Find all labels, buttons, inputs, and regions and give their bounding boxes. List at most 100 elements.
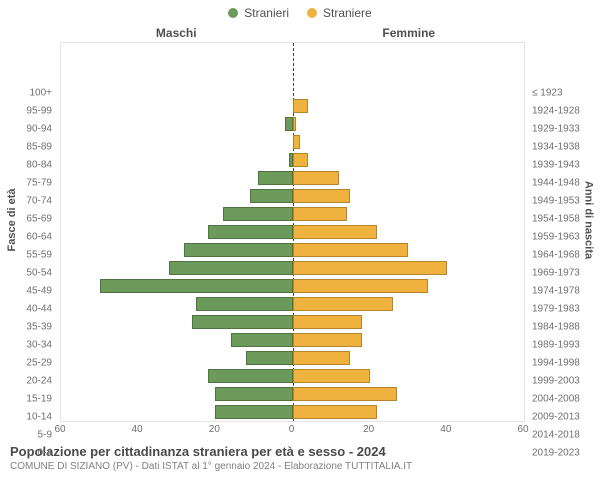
y-axis-title-left: Fasce di età [6, 189, 18, 252]
x-tick: 0 [289, 424, 295, 435]
age-label: 5-9 [38, 430, 52, 441]
bar-female [293, 387, 397, 402]
legend: Stranieri Straniere [0, 0, 600, 20]
bar-male [258, 171, 293, 186]
header-male: Maschi [60, 26, 293, 40]
age-label: 75-79 [26, 178, 52, 189]
age-label: 60-64 [26, 232, 52, 243]
bar-male [215, 405, 292, 420]
birth-year-label: 2009-2013 [532, 412, 580, 423]
age-label: 40-44 [26, 304, 52, 315]
birth-year-label: 1999-2003 [532, 376, 580, 387]
age-label: 10-14 [26, 412, 52, 423]
birth-year-label: 1954-1958 [532, 214, 580, 225]
bar-female [293, 243, 409, 258]
birth-year-label: 1924-1928 [532, 106, 580, 117]
age-label: 45-49 [26, 286, 52, 297]
bar-female [293, 117, 297, 132]
bar-male [250, 189, 292, 204]
birth-year-label: 2004-2008 [532, 394, 580, 405]
birth-year-label: 1989-1993 [532, 340, 580, 351]
bar-female [293, 315, 362, 330]
age-label: 30-34 [26, 340, 52, 351]
birth-year-label: 2014-2018 [532, 430, 580, 441]
bar-female [293, 279, 428, 294]
birth-year-label: 1939-1943 [532, 160, 580, 171]
birth-year-label: 1949-1953 [532, 196, 580, 207]
bar-female [293, 333, 362, 348]
bar-male [223, 207, 292, 222]
chart-title: Popolazione per cittadinanza straniera p… [10, 444, 590, 459]
birth-year-label: 1964-1968 [532, 250, 580, 261]
age-label: 15-19 [26, 394, 52, 405]
x-tick: 60 [54, 424, 65, 435]
bars-layer [61, 43, 524, 421]
age-label: 50-54 [26, 268, 52, 279]
bar-female [293, 153, 308, 168]
birth-year-label: 1929-1933 [532, 124, 580, 135]
age-label: 55-59 [26, 250, 52, 261]
age-label: 80-84 [26, 160, 52, 171]
legend-swatch-male [228, 8, 238, 18]
age-label: 70-74 [26, 196, 52, 207]
bar-female [293, 99, 308, 114]
chart-container: Stranieri Straniere Maschi Femmine Fasce… [0, 0, 600, 500]
bar-female [293, 135, 301, 150]
birth-year-label: 1979-1983 [532, 304, 580, 315]
birth-year-label: 1969-1973 [532, 268, 580, 279]
bar-female [293, 369, 370, 384]
header-female: Femmine [293, 26, 526, 40]
age-label: 100+ [29, 88, 52, 99]
legend-item-male: Stranieri [228, 6, 289, 20]
bar-male [208, 225, 293, 240]
birth-year-label: 1934-1938 [532, 142, 580, 153]
x-tick: 20 [363, 424, 374, 435]
bar-male [100, 279, 293, 294]
age-label: 0-4 [38, 448, 52, 459]
birth-year-label: 1984-1988 [532, 322, 580, 333]
plot-area [60, 42, 525, 422]
bar-female [293, 297, 393, 312]
legend-item-female: Straniere [307, 6, 372, 20]
birth-year-label: 1944-1948 [532, 178, 580, 189]
age-label: 95-99 [26, 106, 52, 117]
birth-year-label: 1994-1998 [532, 358, 580, 369]
birth-year-label: 1974-1978 [532, 286, 580, 297]
birth-year-label: 1959-1963 [532, 232, 580, 243]
bar-male [246, 351, 292, 366]
bar-male [184, 243, 292, 258]
x-tick: 60 [517, 424, 528, 435]
bar-female [293, 207, 347, 222]
age-label: 20-24 [26, 376, 52, 387]
age-label: 90-94 [26, 124, 52, 135]
bar-male [196, 297, 292, 312]
legend-label-male: Stranieri [244, 6, 289, 20]
legend-label-female: Straniere [323, 6, 372, 20]
birth-year-label: 2019-2023 [532, 448, 580, 459]
bar-male [285, 117, 293, 132]
bar-male [208, 369, 293, 384]
bar-male [169, 261, 292, 276]
bar-male [192, 315, 292, 330]
x-tick: 40 [132, 424, 143, 435]
bar-female [293, 351, 351, 366]
chart-subtitle: COMUNE DI SIZIANO (PV) - Dati ISTAT al 1… [10, 461, 590, 472]
age-label: 25-29 [26, 358, 52, 369]
y-axis-title-right: Anni di nascita [582, 181, 594, 259]
bar-female [293, 189, 351, 204]
x-tick: 20 [209, 424, 220, 435]
age-label: 35-39 [26, 322, 52, 333]
age-label: 65-69 [26, 214, 52, 225]
bar-female [293, 405, 378, 420]
legend-swatch-female [307, 8, 317, 18]
x-axis: 6040200204060 [60, 422, 525, 438]
chart-footer: Popolazione per cittadinanza straniera p… [0, 438, 600, 472]
age-label: 85-89 [26, 142, 52, 153]
bar-female [293, 171, 339, 186]
column-headers: Maschi Femmine [0, 20, 600, 42]
bar-female [293, 225, 378, 240]
birth-year-label: ≤ 1923 [532, 88, 563, 99]
bar-female [293, 261, 447, 276]
x-tick: 40 [440, 424, 451, 435]
bar-male [231, 333, 293, 348]
